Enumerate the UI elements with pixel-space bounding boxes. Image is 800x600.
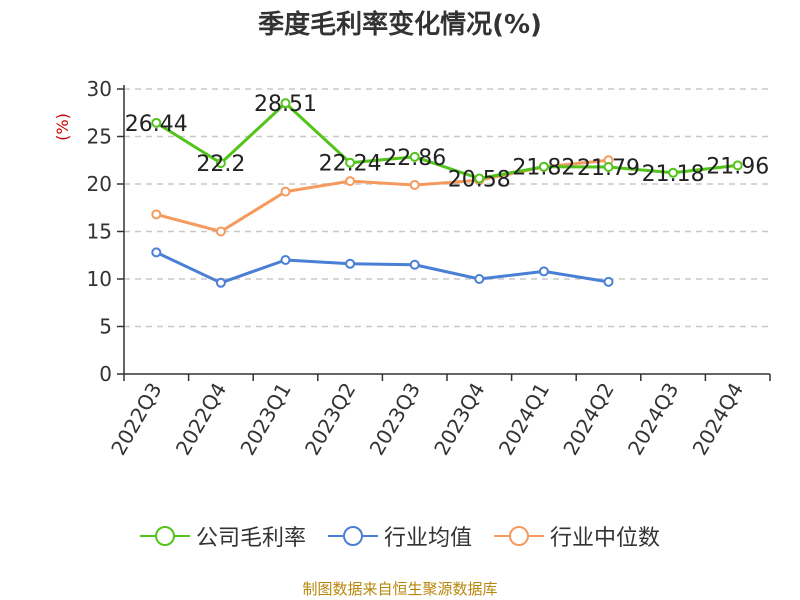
x-tick-label: 2023Q2 bbox=[300, 379, 360, 460]
data-label: 21.96 bbox=[706, 154, 769, 179]
legend-item-industry-mean[interactable]: 行业均值 bbox=[327, 520, 472, 552]
data-label: 21.82 bbox=[512, 156, 575, 181]
x-tick-label: 2024Q3 bbox=[623, 379, 683, 460]
data-point[interactable] bbox=[280, 186, 291, 197]
data-point[interactable] bbox=[603, 276, 614, 287]
x-tick-label: 2024Q1 bbox=[494, 379, 554, 460]
legend-line-marker-icon bbox=[139, 526, 190, 546]
data-point[interactable] bbox=[538, 161, 549, 172]
source-note: 制图数据来自恒生聚源数据库 bbox=[302, 580, 498, 598]
data-point[interactable] bbox=[215, 226, 226, 237]
data-point[interactable] bbox=[538, 266, 549, 277]
data-point[interactable] bbox=[668, 167, 679, 178]
data-point[interactable] bbox=[151, 247, 162, 258]
data-label: 22.2 bbox=[196, 152, 245, 177]
x-tick-label: 2024Q2 bbox=[558, 379, 618, 460]
data-point[interactable] bbox=[603, 161, 614, 172]
data-label: 20.58 bbox=[448, 167, 511, 192]
y-tick-label: 20 bbox=[87, 172, 112, 196]
data-label: 21.79 bbox=[577, 156, 640, 181]
data-label: 26.44 bbox=[125, 112, 188, 137]
legend-line-marker-icon bbox=[494, 526, 544, 546]
data-point[interactable] bbox=[280, 255, 291, 265]
data-label: 28.51 bbox=[254, 92, 317, 117]
data-point[interactable] bbox=[409, 151, 420, 162]
legend-label: 行业均值 bbox=[383, 526, 472, 551]
data-point[interactable] bbox=[151, 209, 162, 220]
legend: 公司毛利率 行业均值 行业中位数 bbox=[0, 520, 800, 552]
data-point[interactable] bbox=[732, 160, 743, 171]
data-point[interactable] bbox=[215, 158, 226, 169]
y-tick-label: 30 bbox=[87, 77, 112, 101]
data-point[interactable] bbox=[215, 277, 226, 288]
data-point[interactable] bbox=[280, 98, 291, 109]
data-point[interactable] bbox=[474, 173, 485, 184]
x-tick-label: 2023Q1 bbox=[235, 379, 295, 460]
legend-line-marker-icon bbox=[327, 526, 378, 546]
y-tick-label: 25 bbox=[87, 125, 112, 149]
data-point[interactable] bbox=[345, 157, 356, 168]
data-point[interactable] bbox=[345, 176, 356, 187]
legend-label: 行业中位数 bbox=[550, 526, 661, 551]
grid-lines bbox=[124, 88, 770, 328]
data-point[interactable] bbox=[151, 117, 162, 128]
legend-label: 公司毛利率 bbox=[195, 526, 306, 551]
data-label: 22.24 bbox=[319, 152, 382, 177]
series-line bbox=[155, 251, 609, 285]
x-tick-label: 2023Q3 bbox=[365, 379, 425, 460]
data-point[interactable] bbox=[474, 274, 485, 284]
data-point[interactable] bbox=[345, 258, 356, 269]
y-axis-label: (%) bbox=[53, 113, 72, 141]
x-tick-label: 2022Q3 bbox=[106, 379, 166, 460]
data-point[interactable] bbox=[409, 259, 420, 270]
series-lines bbox=[151, 98, 743, 288]
x-tick-label: 2024Q4 bbox=[688, 379, 748, 460]
x-tick-label: 2023Q4 bbox=[429, 379, 489, 460]
data-point[interactable] bbox=[409, 179, 420, 190]
y-tick-label: 10 bbox=[87, 267, 112, 291]
chart-title: 季度毛利率变化情况(%) bbox=[258, 10, 542, 40]
y-tick-label: 0 bbox=[99, 362, 112, 386]
x-tick-label: 2022Q4 bbox=[171, 379, 231, 460]
y-tick-label: 5 bbox=[99, 315, 112, 339]
y-tick-label: 15 bbox=[87, 220, 112, 244]
legend-item-company-margin[interactable]: 公司毛利率 bbox=[139, 520, 306, 552]
data-label: 21.18 bbox=[642, 162, 705, 187]
data-label: 22.86 bbox=[383, 146, 446, 171]
series-line bbox=[155, 101, 738, 180]
legend-item-industry-median[interactable]: 行业中位数 bbox=[494, 520, 660, 552]
